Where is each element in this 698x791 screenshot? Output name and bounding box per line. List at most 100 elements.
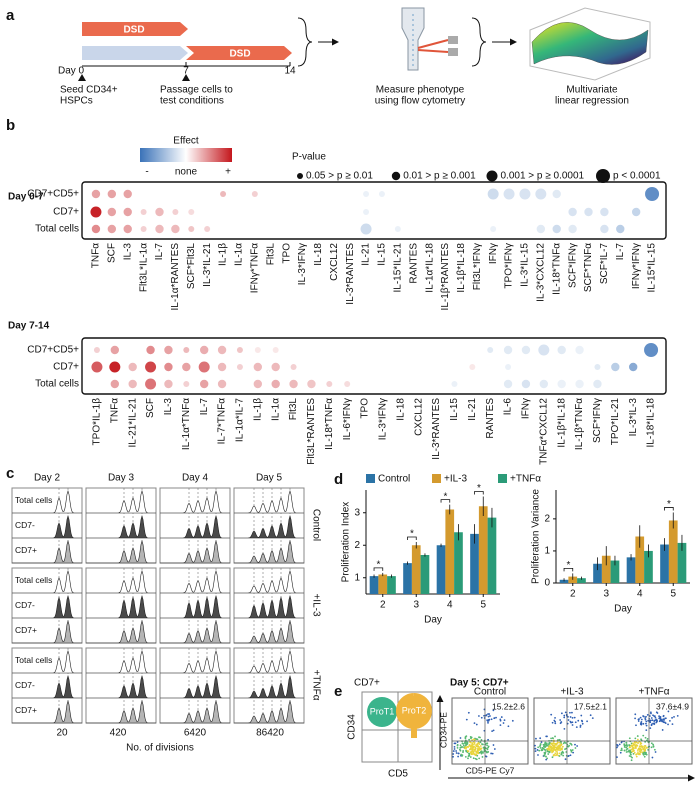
flow-event [459, 744, 462, 747]
flow-event [481, 756, 484, 758]
effect-dot [539, 379, 549, 389]
column-label: SCF*IFNγ [592, 398, 603, 443]
bar [470, 533, 479, 594]
column-label: TPO [360, 398, 371, 419]
significance-mark: * [667, 499, 671, 510]
flow-event [536, 749, 539, 751]
flow-event [453, 748, 456, 750]
flow-event [616, 756, 618, 759]
flow-event [462, 750, 465, 752]
legend-title: P-value [292, 152, 326, 163]
flow-event [502, 722, 505, 724]
column-label: IL-1β*TNFα [574, 398, 585, 450]
flow-event [475, 751, 478, 754]
histogram-panel [11, 647, 83, 724]
population-label: ProT1 [370, 706, 395, 716]
flow-event [639, 743, 642, 745]
effect-dot [552, 189, 561, 199]
flow-event [651, 719, 654, 722]
flow-event [555, 750, 557, 752]
flow-event [544, 743, 546, 746]
flow-event [558, 755, 561, 757]
flow-event [545, 735, 548, 738]
flow-event [468, 755, 471, 757]
flow-event [580, 714, 583, 717]
flow-event [550, 742, 553, 745]
effect-dot [140, 226, 147, 232]
flow-event [574, 721, 577, 724]
flow-event [473, 753, 476, 756]
effect-dot [271, 362, 280, 372]
effect-dot [146, 345, 155, 355]
histogram-panel [159, 487, 231, 564]
flow-event [630, 755, 632, 758]
flow-event [569, 716, 572, 718]
caption: using flow cytometry [375, 96, 466, 107]
column-label: Flt3L*IFNγ [472, 243, 483, 290]
flow-event [453, 745, 456, 748]
flow-event [469, 748, 472, 751]
column-label: IL-18*IL-18 [646, 398, 657, 448]
bar-label: DSD [123, 25, 144, 36]
column-label: IL-3 [163, 398, 174, 416]
bar [436, 545, 446, 594]
brace [471, 17, 487, 67]
flow-event [490, 718, 493, 721]
column-label: SCF*IFNγ [567, 243, 578, 288]
flow-event [554, 743, 557, 746]
flow-event [636, 749, 639, 751]
flow-event [469, 756, 472, 758]
effect-dot [326, 381, 333, 387]
effect-dot [91, 361, 103, 373]
effect-dot [123, 189, 132, 199]
flow-event [476, 743, 479, 745]
flow-event [534, 747, 537, 750]
effect-dot [272, 347, 279, 353]
flow-event [507, 725, 510, 728]
flow-event [653, 719, 656, 722]
column-label: IL-3 [122, 243, 133, 261]
flow-event [637, 720, 640, 722]
flow-event [564, 758, 567, 761]
histogram [160, 514, 230, 539]
flow-event [635, 755, 638, 758]
flow-event [478, 757, 481, 760]
flow-event [483, 714, 485, 717]
flow-event [639, 751, 642, 754]
flow-event [466, 750, 469, 753]
flow-event [469, 741, 471, 743]
effect-dot [557, 379, 566, 389]
column-label: IL-1β*RANTES [440, 243, 451, 311]
prot2-blob [399, 696, 429, 726]
effect-dot [171, 224, 180, 234]
detector [448, 36, 458, 44]
panel-label: d [334, 471, 343, 488]
flow-event [548, 748, 551, 751]
effect-dot [110, 379, 120, 389]
effect-dot [217, 362, 227, 372]
flow-event [539, 746, 542, 749]
flow-event [477, 745, 480, 748]
flow-event [642, 752, 645, 754]
flow-event [653, 722, 656, 725]
histogram [234, 514, 304, 539]
flow-event [552, 744, 555, 747]
significance-mark: * [477, 483, 481, 494]
bar-label: DSD [229, 49, 250, 60]
effect-dot [535, 188, 547, 200]
effect-dot [519, 188, 531, 200]
flow-event [457, 755, 460, 758]
caption: linear regression [555, 96, 629, 107]
effect-dot [363, 209, 370, 215]
flow-event [554, 735, 556, 738]
percentage: 17.5±2.1 [574, 701, 607, 711]
flow-event [667, 723, 669, 726]
flow-event [469, 747, 472, 750]
histogram [12, 619, 82, 644]
flow-event [499, 719, 502, 722]
effect-dot [593, 379, 602, 389]
effect-dot [505, 364, 512, 370]
histogram [12, 594, 82, 619]
histogram [234, 674, 304, 699]
histogram [86, 619, 156, 644]
